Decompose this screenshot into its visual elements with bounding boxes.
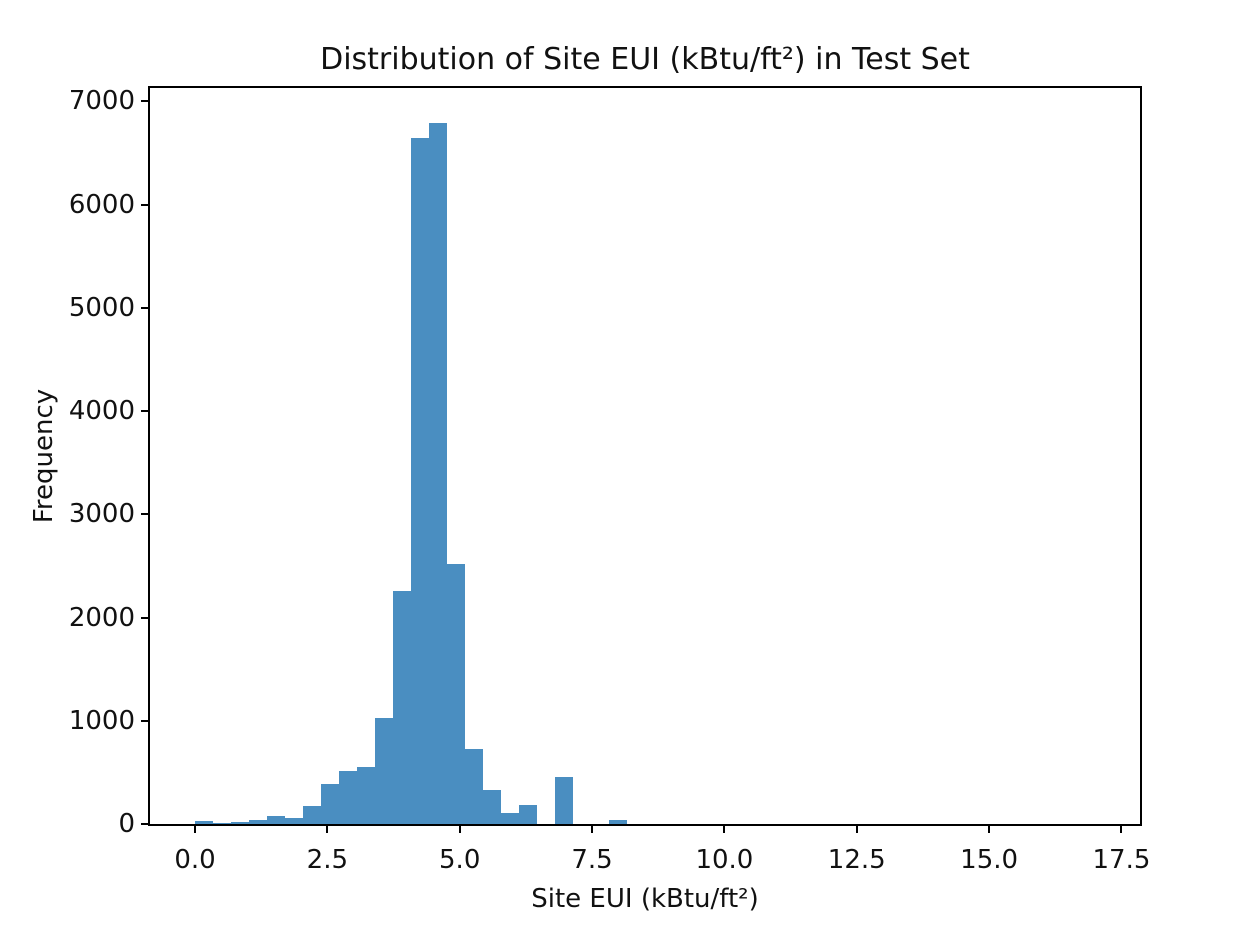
histogram-bar [519,804,537,824]
histogram-bar [249,819,267,824]
y-axis-tick [141,719,148,722]
y-axis-tick [141,100,148,103]
y-axis-tick-label: 4000 [68,396,135,427]
y-axis-tick [141,203,148,206]
x-axis-tick-label: 17.5 [1092,845,1151,875]
y-axis-tick [141,306,148,309]
x-axis-tick-label: 0.0 [174,845,216,875]
histogram-bar [303,806,321,824]
histogram-bar [393,590,411,824]
histogram-bar [555,776,573,824]
histogram-bar [609,819,627,824]
y-axis-tick [141,410,148,413]
y-axis-tick [141,616,148,619]
histogram-bar [447,563,465,824]
y-axis-tick-label: 3000 [68,499,135,530]
x-axis-tick [723,826,726,833]
histogram-bar [501,813,519,824]
x-axis-tick-label: 12.5 [827,845,886,875]
histogram-bar [357,767,375,824]
y-axis-label: Frequency [29,388,59,524]
y-axis-tick-label: 5000 [68,292,135,323]
histogram-bar [321,784,339,824]
x-axis-tick-label: 2.5 [306,845,349,875]
histogram-bar [267,816,285,824]
x-axis-tick-label: 5.0 [439,845,481,875]
histogram-bar [339,770,357,824]
x-axis-tick [591,826,594,833]
histogram-bar [213,823,231,824]
x-axis-tick [988,826,991,833]
x-axis-label: Site EUI (kBtu/ft²) [531,884,759,914]
y-axis-tick-label: 2000 [68,602,135,633]
y-axis-tick [141,823,148,825]
x-axis-tick [458,826,461,833]
histogram-bar [195,821,213,824]
x-axis-tick-label: 10.0 [695,845,754,875]
x-axis-tick [855,826,858,833]
x-axis-tick [326,826,329,833]
histogram-bars-layer [150,88,1140,824]
histogram-bar [231,822,249,824]
histogram-bar [465,748,483,824]
chart-title: Distribution of Site EUI (kBtu/ft²) in T… [320,42,970,77]
histogram-bar [375,717,393,824]
histogram-bar [429,123,447,824]
y-axis-tick-label: 7000 [68,86,135,117]
y-axis-tick-label: 1000 [68,705,135,736]
histogram-bar [285,817,303,824]
y-axis-tick-label: 0 [118,809,135,839]
histogram-bar [483,789,501,824]
y-axis-tick [141,513,148,516]
x-axis-tick-label: 15.0 [960,845,1019,875]
plot-area [148,86,1142,826]
y-axis-tick-label: 6000 [68,189,135,220]
x-axis-tick [194,826,196,833]
x-axis-tick [1120,826,1123,833]
histogram-bar [411,137,429,824]
x-axis-tick-label: 7.5 [571,845,613,875]
